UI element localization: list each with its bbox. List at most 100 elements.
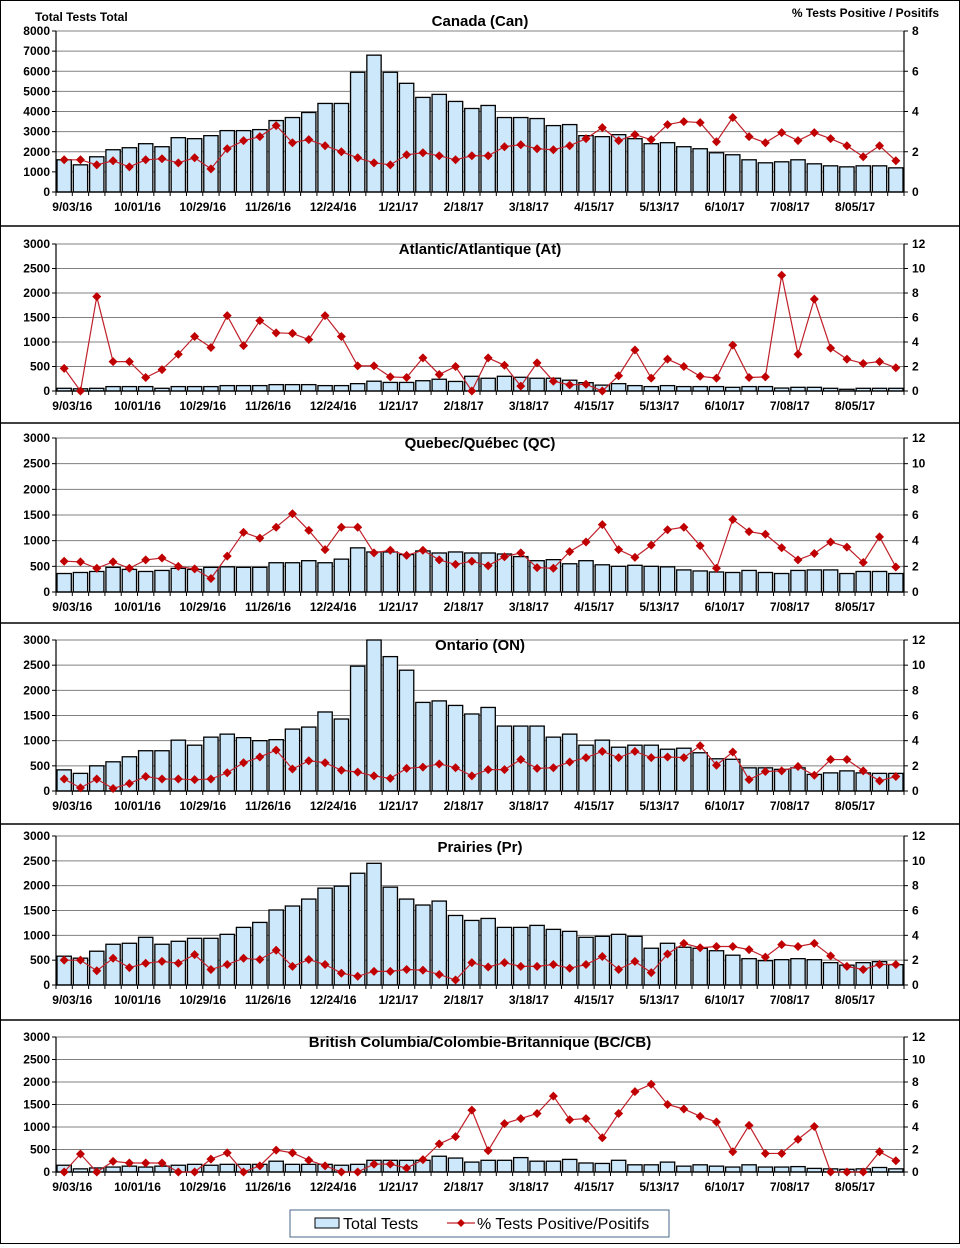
point-week-15 (287, 961, 297, 971)
bar-series-total-tests (56, 375, 904, 392)
right-tick-label: 12 (912, 829, 926, 843)
bar-week-7 (154, 569, 170, 593)
bar-week-17 (317, 562, 333, 593)
right-tick-label: 12 (912, 431, 926, 445)
bar-week-36 (627, 1164, 643, 1173)
right-tick-label: 4 (912, 1120, 919, 1134)
point-week-15 (287, 138, 297, 148)
right-tick-label: 0 (912, 1165, 919, 1179)
point-week-44 (760, 952, 770, 962)
point-week-11 (222, 960, 232, 970)
bar-week-41 (708, 385, 725, 392)
point-week-8 (173, 774, 183, 784)
point-week-36 (630, 345, 640, 355)
bar-week-40 (692, 385, 708, 392)
x-tick-label: 5/13/17 (639, 1180, 679, 1194)
bar-week-31 (545, 124, 562, 193)
point-week-48 (826, 343, 836, 353)
point-week-12 (239, 341, 249, 351)
bar-week-43 (741, 385, 757, 392)
x-tick-label: 3/18/17 (509, 600, 549, 614)
bar-week-40 (692, 947, 708, 986)
bar-week-41 (708, 1165, 725, 1173)
point-week-51 (875, 776, 885, 786)
point-week-12 (239, 527, 249, 537)
bar-week-50 (855, 570, 872, 593)
point-week-37 (646, 1079, 656, 1089)
bar-week-11 (219, 933, 236, 986)
point-week-26 (467, 1105, 477, 1115)
point-week-11 (222, 144, 232, 154)
bar-week-20 (366, 380, 382, 392)
point-week-9 (190, 153, 200, 163)
point-week-25 (451, 362, 461, 371)
point-week-30 (532, 144, 542, 154)
point-week-35 (614, 371, 624, 381)
bar-week-6 (137, 570, 154, 593)
point-week-51 (875, 357, 885, 367)
bar-week-21 (382, 655, 399, 792)
bar-week-9 (186, 385, 203, 392)
point-week-42 (728, 747, 738, 757)
point-week-49 (842, 354, 852, 364)
bar-week-44 (757, 1166, 774, 1173)
bar-week-47 (806, 959, 823, 986)
bar-week-14 (268, 562, 284, 593)
bar-week-22 (398, 553, 415, 593)
point-week-42 (728, 942, 738, 952)
point-week-5 (124, 563, 134, 573)
left-tick-label: 1500 (23, 311, 50, 325)
point-week-30 (532, 763, 542, 773)
point-week-32 (565, 141, 575, 151)
point-week-50 (858, 358, 868, 368)
point-week-18 (336, 331, 346, 341)
right-tick-label: 6 (912, 508, 919, 522)
left-tick-label: 2500 (23, 658, 50, 672)
point-week-35 (614, 1109, 624, 1118)
right-tick-label: 0 (912, 784, 919, 798)
point-week-12 (239, 1167, 249, 1177)
bar-week-11 (219, 384, 236, 392)
bar-week-23 (415, 701, 431, 792)
point-week-38 (663, 525, 673, 535)
right-tick-label: 6 (912, 904, 919, 918)
x-tick-label: 6/10/17 (705, 200, 745, 214)
point-week-25 (451, 975, 461, 985)
bar-week-5 (121, 568, 138, 593)
point-week-27 (483, 353, 493, 363)
bar-week-8 (170, 385, 187, 392)
bar-week-21 (382, 71, 399, 193)
right-tick-label: 0 (912, 384, 919, 398)
point-week-6 (141, 373, 151, 383)
bar-week-30 (529, 725, 545, 792)
legend-label-total-tests: Total Tests (343, 1216, 418, 1233)
point-week-39 (679, 1104, 689, 1114)
point-week-20 (369, 158, 379, 168)
bar-week-22 (398, 381, 415, 392)
point-week-13 (255, 132, 265, 142)
bar-week-20 (366, 54, 382, 193)
point-week-8 (173, 349, 183, 359)
bar-week-27 (480, 377, 496, 392)
x-tick-label: 8/05/17 (835, 993, 875, 1007)
bar-week-4 (105, 943, 121, 986)
point-week-27 (483, 962, 493, 972)
line-markers (59, 113, 901, 174)
point-week-46 (793, 942, 803, 952)
bar-week-18 (333, 558, 350, 593)
point-week-16 (304, 756, 314, 766)
point-week-11 (222, 768, 232, 778)
right-tick-label: 8 (912, 879, 919, 893)
point-week-9 (190, 950, 200, 960)
point-week-6 (141, 772, 151, 782)
point-week-18 (336, 765, 346, 775)
point-week-2 (75, 1149, 85, 1159)
x-tick-label: 12/24/16 (310, 200, 357, 214)
point-week-29 (516, 548, 526, 558)
point-week-30 (532, 358, 542, 368)
bar-week-23 (415, 550, 431, 593)
point-week-10 (206, 964, 216, 974)
x-tick-label: 10/29/16 (179, 200, 226, 214)
point-week-11 (222, 311, 232, 321)
bar-week-33 (578, 134, 594, 193)
